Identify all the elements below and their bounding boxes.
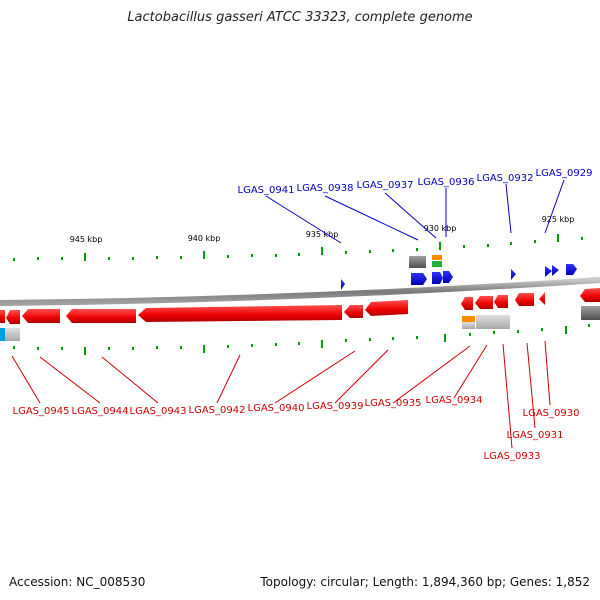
- scale-label: 945 kbp: [70, 235, 103, 244]
- pseudo-gene-block: [476, 315, 510, 329]
- minus-strand-genes: [0, 288, 600, 324]
- other-feature: [0, 328, 5, 341]
- scale-ticks-lower: [13, 324, 590, 355]
- gene-label: LGAS_0938: [297, 183, 354, 194]
- gene-label: LGAS_0929: [536, 168, 593, 179]
- gene-lgas-0936: [432, 272, 443, 284]
- gene-lgas-0943: [66, 309, 136, 323]
- gene-lgas-0938: [411, 273, 427, 285]
- gene-lgas-0935: [461, 297, 473, 310]
- rna-gene: [462, 316, 475, 322]
- gene-left-edge: [0, 310, 5, 323]
- plus-strand-features: [409, 255, 442, 268]
- rna-gene: [432, 261, 442, 267]
- gene-lgas-0928: [580, 288, 600, 302]
- gene-label: LGAS_0941: [238, 185, 295, 196]
- gene-label: LGAS_0940: [248, 403, 305, 414]
- gene-lgas-0929c: [566, 264, 577, 275]
- gene-lgas-0929a: [545, 266, 552, 277]
- gene-label: LGAS_0936: [418, 177, 475, 188]
- gene-label: LGAS_0930: [523, 408, 580, 419]
- map-title: Lactobacillus gasseri ATCC 33323, comple…: [127, 10, 473, 25]
- gene-lgas-0930: [539, 292, 545, 305]
- gene-label: LGAS_0934: [426, 395, 483, 406]
- gene-label: LGAS_0939: [307, 401, 364, 412]
- gene-label: LGAS_0933: [484, 451, 541, 462]
- plus-strand-genes: [341, 264, 577, 290]
- gene-lgas-0936b: [443, 271, 453, 283]
- gene-lgas-0945: [6, 310, 20, 324]
- gene-lgas-0932: [511, 269, 516, 280]
- scale-ticks-upper: [13, 234, 583, 261]
- gene-lgas-0940: [344, 305, 363, 318]
- genome-backbone: [0, 277, 600, 306]
- rna-gene: [432, 255, 442, 260]
- gene-label: LGAS_0931: [507, 430, 564, 441]
- top-leader-lines: [265, 179, 565, 244]
- gene-label: LGAS_0942: [189, 405, 246, 416]
- top-gene-labels: LGAS_0941 LGAS_0938 LGAS_0937 LGAS_0936 …: [238, 168, 593, 196]
- gene-label: LGAS_0937: [357, 180, 414, 191]
- pseudo-gene-block: [581, 306, 600, 320]
- gene-lgas-0933: [494, 295, 508, 308]
- scale-label: 925 kbp: [542, 215, 575, 224]
- scale-label: 930 kbp: [424, 224, 457, 233]
- gene-label: LGAS_0932: [477, 173, 534, 184]
- genome-summary-text: Topology: circular; Length: 1,894,360 bp…: [260, 575, 590, 589]
- gene-label: LGAS_0944: [72, 406, 129, 417]
- gene-label: LGAS_0945: [13, 406, 70, 417]
- bottom-gene-labels: LGAS_0945 LGAS_0944 LGAS_0943 LGAS_0942 …: [13, 395, 580, 462]
- scale-label: 940 kbp: [188, 234, 221, 243]
- pseudo-gene-block: [5, 328, 20, 341]
- gene-lgas-0944: [22, 309, 60, 323]
- gene-lgas-0939: [365, 300, 408, 316]
- scale-label: 935 kbp: [306, 230, 339, 239]
- gene-lgas-0934: [475, 296, 493, 309]
- scale-labels: 945 kbp 940 kbp 935 kbp 930 kbp 925 kbp: [70, 215, 575, 244]
- pseudo-gene-block: [409, 256, 426, 268]
- gene-lgas-0941: [341, 279, 345, 290]
- bottom-leader-lines: [11, 340, 551, 449]
- accession-text: Accession: NC_008530: [9, 575, 146, 589]
- pseudo-gene-block: [462, 322, 475, 329]
- gene-label: LGAS_0943: [130, 406, 187, 417]
- gene-lgas-0931: [515, 293, 534, 306]
- gene-lgas-0929b: [552, 265, 559, 276]
- gene-label: LGAS_0935: [365, 398, 422, 409]
- gene-lgas-0942: [138, 305, 342, 322]
- minus-strand-features: [0, 306, 600, 341]
